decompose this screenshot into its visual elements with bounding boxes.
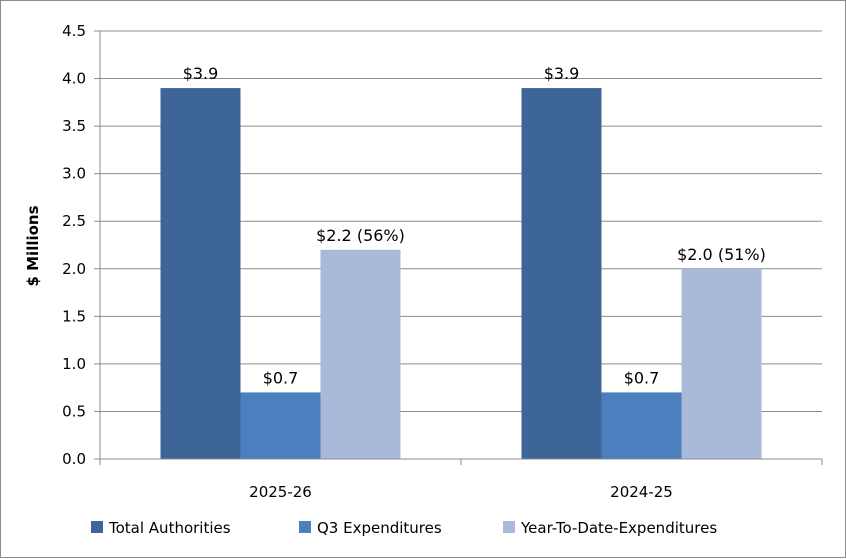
legend-swatch (503, 521, 515, 533)
x-axis-categories: 2025-26 2024-25 (249, 483, 673, 501)
y-tick-label: 2.0 (62, 260, 86, 278)
legend-swatch (299, 521, 311, 533)
y-tick-label: 2.5 (62, 212, 86, 230)
bar (681, 268, 762, 459)
data-label: $2.2 (56%) (316, 226, 405, 245)
y-tick-label: 4.0 (62, 70, 86, 88)
y-tick-label: 1.5 (62, 307, 86, 325)
data-label: $0.7 (263, 368, 299, 387)
y-tick-label: 4.5 (62, 22, 86, 40)
y-tick-label: 0.5 (62, 402, 86, 420)
bar (160, 88, 241, 460)
bar (521, 88, 602, 460)
bar (320, 249, 401, 459)
data-label: $3.9 (183, 64, 219, 83)
y-tick-label: 3.5 (62, 117, 86, 135)
legend-label: Total Authorities (108, 519, 231, 537)
y-tick-label: 3.0 (62, 165, 86, 183)
y-axis-ticks: 0.0 0.5 1.0 1.5 2.0 2.5 3.0 3.5 4.0 4.5 (62, 22, 100, 468)
x-category-label: 2024-25 (610, 483, 673, 501)
legend-label: Q3 Expenditures (317, 519, 442, 537)
x-category-label: 2025-26 (249, 483, 312, 501)
axes (99, 31, 823, 465)
data-label: $0.7 (624, 368, 660, 387)
y-tick-label: 1.0 (62, 355, 86, 373)
data-label: $2.0 (51%) (677, 245, 766, 264)
legend-swatch (91, 521, 103, 533)
data-label: $3.9 (544, 64, 580, 83)
bar (240, 392, 321, 459)
legend: Total Authorities Q3 Expenditures Year-To-… (91, 519, 717, 537)
data-labels: $3.9 $0.7 $2.2 (56%) $3.9 $0.7 $2.0 (51%) (183, 64, 766, 387)
legend-label: Year-To-Date-Expenditures (520, 519, 717, 537)
y-axis-title: $ Millions (24, 205, 42, 286)
y-tick-label: 0.0 (62, 450, 86, 468)
bars (160, 88, 762, 460)
bar (601, 392, 682, 459)
